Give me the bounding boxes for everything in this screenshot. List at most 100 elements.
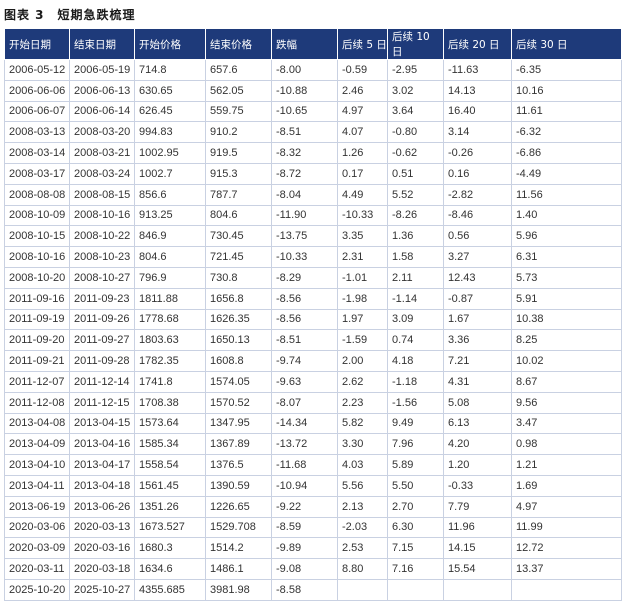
- table-cell: 1656.8: [205, 287, 272, 310]
- table-cell: 2.46: [337, 79, 388, 102]
- table-cell: 1673.527: [134, 516, 206, 539]
- table-cell: 804.6: [134, 246, 206, 268]
- table-row: 2008-03-13 2008-03-20 994.83 910.2 -8.51 4.07…: [4, 121, 622, 144]
- column-header: 后续 10 日: [387, 28, 444, 60]
- table-cell: -8.59: [271, 516, 338, 539]
- column-header: 结束价格: [205, 28, 272, 60]
- table-cell: 4.03: [337, 454, 388, 476]
- table-row: 2006-06-07 2006-06-14 626.45 559.75 -10.65 4.…: [4, 100, 622, 123]
- table-cell: 0.74: [387, 329, 444, 352]
- table-row: 2013-04-08 2013-04-15 1573.64 1347.95 -14.34…: [4, 412, 622, 435]
- table-cell: 2013-04-11: [4, 474, 70, 497]
- table-cell: 2013-04-10: [4, 454, 70, 476]
- table-cell: -2.82: [443, 183, 512, 206]
- empty-cell: [387, 578, 444, 601]
- table-row: 2008-10-15 2008-10-22 846.9 730.45 -13.75 3.3…: [4, 225, 622, 248]
- table-cell: 8.80: [337, 558, 388, 580]
- table-cell: 2011-09-27: [69, 329, 135, 352]
- table-cell: -8.07: [271, 391, 338, 414]
- table-cell: -9.63: [271, 370, 338, 393]
- table-cell: 5.08: [443, 391, 512, 414]
- table-cell: 2013-06-26: [69, 495, 135, 518]
- table-cell: 2008-10-15: [4, 225, 70, 248]
- table-row: 2020-03-09 2020-03-16 1680.3 1514.2 -9.89 2.5…: [4, 537, 622, 560]
- table-cell: 2020-03-13: [69, 516, 135, 539]
- table-cell: -8.46: [443, 204, 512, 227]
- table-cell: 2008-10-16: [69, 204, 135, 227]
- table-cell: 2.00: [337, 350, 388, 372]
- table-cell: 11.61: [511, 100, 622, 123]
- table-cell: -13.72: [271, 433, 338, 456]
- table-row: 2013-04-10 2013-04-17 1558.54 1376.5 -11.68 4…: [4, 454, 622, 476]
- table-cell: 2011-09-20: [4, 329, 70, 352]
- table-cell: 5.96: [511, 225, 622, 248]
- table-cell: -10.88: [271, 79, 338, 102]
- table-cell: 1680.3: [134, 537, 206, 560]
- table-cell: 9.49: [387, 412, 444, 435]
- table-cell: 10.38: [511, 308, 622, 331]
- table-cell: 2011-12-14: [69, 370, 135, 393]
- table-row: 2011-09-20 2011-09-27 1803.63 1650.13 -8.51-…: [4, 329, 622, 352]
- table-cell: -2.03: [337, 516, 388, 539]
- table-cell: 0.16: [443, 162, 512, 185]
- table-cell: -11.63: [443, 59, 512, 81]
- table-cell: 4355.685: [134, 578, 206, 601]
- table-row: 2011-12-07 2011-12-14 1741.8 1574.05 -9.63 2.…: [4, 370, 622, 393]
- table-cell: 2011-12-08: [4, 391, 70, 414]
- table-cell: 16.40: [443, 100, 512, 123]
- column-header: 结束日期: [69, 28, 135, 60]
- table-cell: 1741.8: [134, 370, 206, 393]
- table-cell: -10.65: [271, 100, 338, 123]
- table-cell: 2011-09-26: [69, 308, 135, 331]
- table-cell: 1.69: [511, 474, 622, 497]
- table-cell: 3.35: [337, 225, 388, 248]
- table-row: 2013-04-11 2013-04-18 1561.45 1390.59 -10.94…: [4, 474, 622, 497]
- table-cell: 1608.8: [205, 350, 272, 372]
- table-cell: 2006-06-14: [69, 100, 135, 123]
- table-cell: 1782.35: [134, 350, 206, 372]
- column-header: 后续 5 日: [337, 28, 388, 60]
- table-cell: -9.74: [271, 350, 338, 372]
- table-cell: 0.56: [443, 225, 512, 248]
- table-cell: -13.75: [271, 225, 338, 248]
- table-cell: -8.72: [271, 162, 338, 185]
- table-row: 2008-03-14 2008-03-21 1002.95 919.5 -8.32 1.2…: [4, 142, 622, 164]
- table-cell: -8.29: [271, 266, 338, 289]
- table-cell: 2006-06-07: [4, 100, 70, 123]
- table-cell: -9.08: [271, 558, 338, 580]
- table-cell: -1.14: [387, 287, 444, 310]
- table-cell: 714.8: [134, 59, 206, 81]
- table-cell: 6.13: [443, 412, 512, 435]
- table-row: 2008-10-16 2008-10-23 804.6 721.45 -10.33 2.3…: [4, 246, 622, 268]
- column-header: 后续 20 日: [443, 28, 512, 60]
- table-cell: 2020-03-16: [69, 537, 135, 560]
- table-cell: 1570.52: [205, 391, 272, 414]
- table-cell: 2008-03-20: [69, 121, 135, 144]
- table-cell: 2011-09-19: [4, 308, 70, 331]
- table-cell: 1529.708: [205, 516, 272, 539]
- table-cell: 5.56: [337, 474, 388, 497]
- table-cell: 2013-04-09: [4, 433, 70, 456]
- table-cell: 11.56: [511, 183, 622, 206]
- table-row: 2020-03-11 2020-03-18 1634.6 1486.1 -9.08 8.8…: [4, 558, 622, 580]
- table-cell: 0.98: [511, 433, 622, 456]
- table-cell: -6.86: [511, 142, 622, 164]
- table-row: 2025-10-20 2025-10-27 4355.685 3981.98 -8.58: [4, 578, 622, 601]
- table-cell: -0.80: [387, 121, 444, 144]
- table-cell: 12.72: [511, 537, 622, 560]
- table-cell: 3.27: [443, 246, 512, 268]
- table-cell: 2.70: [387, 495, 444, 518]
- table-cell: 10.02: [511, 350, 622, 372]
- table-cell: 2013-04-15: [69, 412, 135, 435]
- table-cell: 1558.54: [134, 454, 206, 476]
- table-cell: 7.21: [443, 350, 512, 372]
- table-cell: 2008-08-08: [4, 183, 70, 206]
- table-cell: 2020-03-11: [4, 558, 70, 580]
- table-cell: 3.14: [443, 121, 512, 144]
- table-cell: 2006-05-19: [69, 59, 135, 81]
- table-cell: 3.47: [511, 412, 622, 435]
- table-cell: 6.30: [387, 516, 444, 539]
- table-cell: 562.05: [205, 79, 272, 102]
- table-cell: -0.26: [443, 142, 512, 164]
